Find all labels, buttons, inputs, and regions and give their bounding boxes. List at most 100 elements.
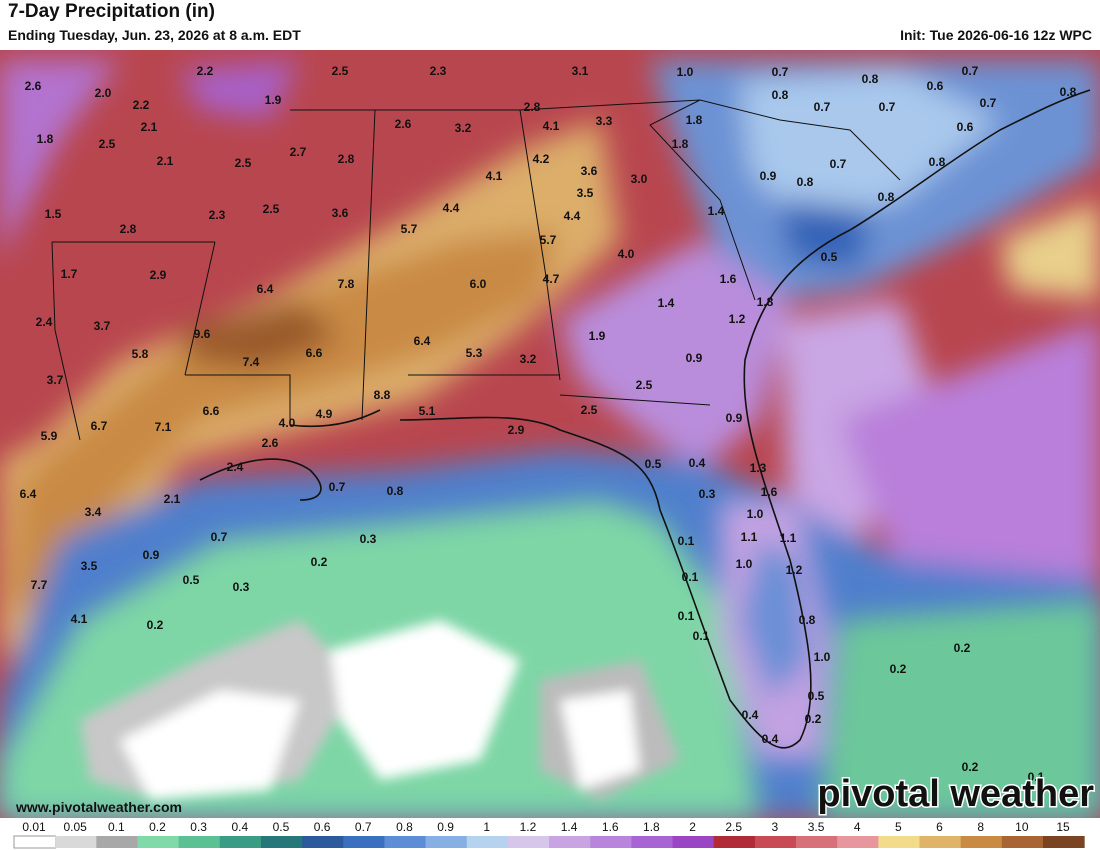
map-label: 4.9	[316, 407, 333, 421]
colorbar-swatch	[590, 836, 632, 848]
map-label: 0.2	[890, 662, 907, 676]
colorbar-label: 1.2	[520, 820, 537, 834]
colorbar-label: 4	[854, 820, 861, 834]
map-label: 2.5	[235, 156, 252, 170]
map-label: 8.8	[374, 388, 391, 402]
colorbar-label: 0.5	[273, 820, 290, 834]
map-label: 1.5	[45, 207, 62, 221]
map-label: 0.7	[980, 96, 997, 110]
map-label: 0.7	[879, 100, 896, 114]
map-label: 1.7	[61, 267, 78, 281]
colorbar-swatch	[96, 836, 138, 848]
map-label: 6.0	[470, 277, 487, 291]
map-label: 3.5	[577, 186, 594, 200]
colorbar-swatch	[137, 836, 180, 848]
map-label: 5.7	[540, 233, 557, 247]
map-label: 1.4	[708, 204, 725, 218]
colorbar-swatch	[302, 836, 344, 848]
colorbar-label: 2	[689, 820, 696, 834]
map-label: 4.1	[486, 169, 503, 183]
colorbar-label: 0.7	[355, 820, 372, 834]
map-label: 4.7	[543, 272, 560, 286]
colorbar-label: 3	[772, 820, 779, 834]
map-label: 5.1	[419, 404, 436, 418]
map-label: 2.8	[120, 222, 137, 236]
map-label: 0.2	[311, 555, 328, 569]
colorbar-swatch	[960, 836, 1003, 848]
map-label: 2.6	[395, 117, 412, 131]
map-label: 3.4	[85, 505, 102, 519]
map-label: 0.9	[686, 351, 703, 365]
map-label: 1.1	[741, 530, 758, 544]
map-label: 2.7	[290, 145, 307, 159]
map-label: 0.8	[387, 484, 404, 498]
map-label: 0.1	[678, 609, 695, 623]
colorbar-swatch	[13, 835, 57, 849]
map-label: 0.9	[726, 411, 743, 425]
colorbar-label: 6	[936, 820, 943, 834]
map-label: 0.8	[929, 155, 946, 169]
colorbar-swatch	[55, 836, 97, 848]
map-label: 0.2	[962, 760, 979, 774]
map-label: 0.5	[645, 457, 662, 471]
colorbar-label: 15	[1056, 820, 1070, 834]
map-label: 3.6	[581, 164, 598, 178]
map-label: 0.4	[762, 732, 779, 746]
map-label: 6.4	[257, 282, 274, 296]
map-label: 0.9	[760, 169, 777, 183]
colorbar-swatch	[178, 836, 221, 848]
map-label: 0.7	[830, 157, 847, 171]
map-label: 5.8	[132, 347, 149, 361]
colorbar-swatch	[260, 836, 303, 848]
map-label: 0.3	[699, 487, 716, 501]
map-label: 4.1	[71, 612, 88, 626]
map-label: 0.9	[143, 548, 160, 562]
map-label: 1.6	[761, 485, 778, 499]
map-label: 4.2	[533, 152, 550, 166]
map-label: 0.7	[329, 480, 346, 494]
map-label: 0.8	[797, 175, 814, 189]
colorbar-label: 8	[977, 820, 984, 834]
map-label: 4.0	[618, 247, 635, 261]
title: 7-Day Precipitation (in)	[8, 1, 215, 22]
map-label: 2.5	[636, 378, 653, 392]
map-label: 2.5	[581, 403, 598, 417]
map-label: 2.2	[133, 98, 150, 112]
map-label: 0.4	[742, 708, 759, 722]
colorbar-swatch	[219, 836, 262, 848]
colorbar-label: 1.8	[643, 820, 660, 834]
colorbar-swatch	[466, 836, 509, 848]
colorbar-swatch	[672, 836, 715, 848]
map-label: 0.5	[821, 250, 838, 264]
map-label: 0.1	[1028, 770, 1045, 784]
colorbar-label: 0.6	[314, 820, 331, 834]
colorbar-swatch	[713, 836, 756, 848]
init-time: Init: Tue 2026-06-16 12z WPC	[900, 27, 1092, 43]
map-label: 1.4	[658, 296, 675, 310]
map-label: 0.7	[211, 530, 228, 544]
map-label: 6.6	[203, 404, 220, 418]
map-label: 1.0	[814, 650, 831, 664]
map-label: 0.7	[814, 100, 831, 114]
map-label: 0.3	[360, 532, 377, 546]
colorbar-swatch	[796, 836, 838, 848]
map-label: 0.1	[678, 534, 695, 548]
map-label: 2.5	[332, 64, 349, 78]
precip-field	[0, 50, 1100, 818]
map-label: 0.2	[147, 618, 164, 632]
map-label: 1.8	[757, 295, 774, 309]
colorbar-swatch	[507, 836, 550, 848]
colorbar-swatch	[425, 836, 468, 848]
colorbar-swatch	[343, 836, 385, 848]
map-label: 1.2	[729, 312, 746, 326]
colorbar-swatch	[1043, 836, 1085, 848]
colorbar: 0.01 0.05 0.1 0.2 0.3 0.4 0.5 0.6 0.7 0.8 0.9 1 1.2 1…	[13, 820, 1085, 849]
map-label: 0.8	[799, 613, 816, 627]
map-label: 5.9	[41, 429, 58, 443]
map-label: 2.1	[164, 492, 181, 506]
map-label: 1.3	[750, 461, 767, 475]
map-label: 2.1	[157, 154, 174, 168]
map-label: 0.6	[957, 120, 974, 134]
colorbar-label: 0.8	[396, 820, 413, 834]
